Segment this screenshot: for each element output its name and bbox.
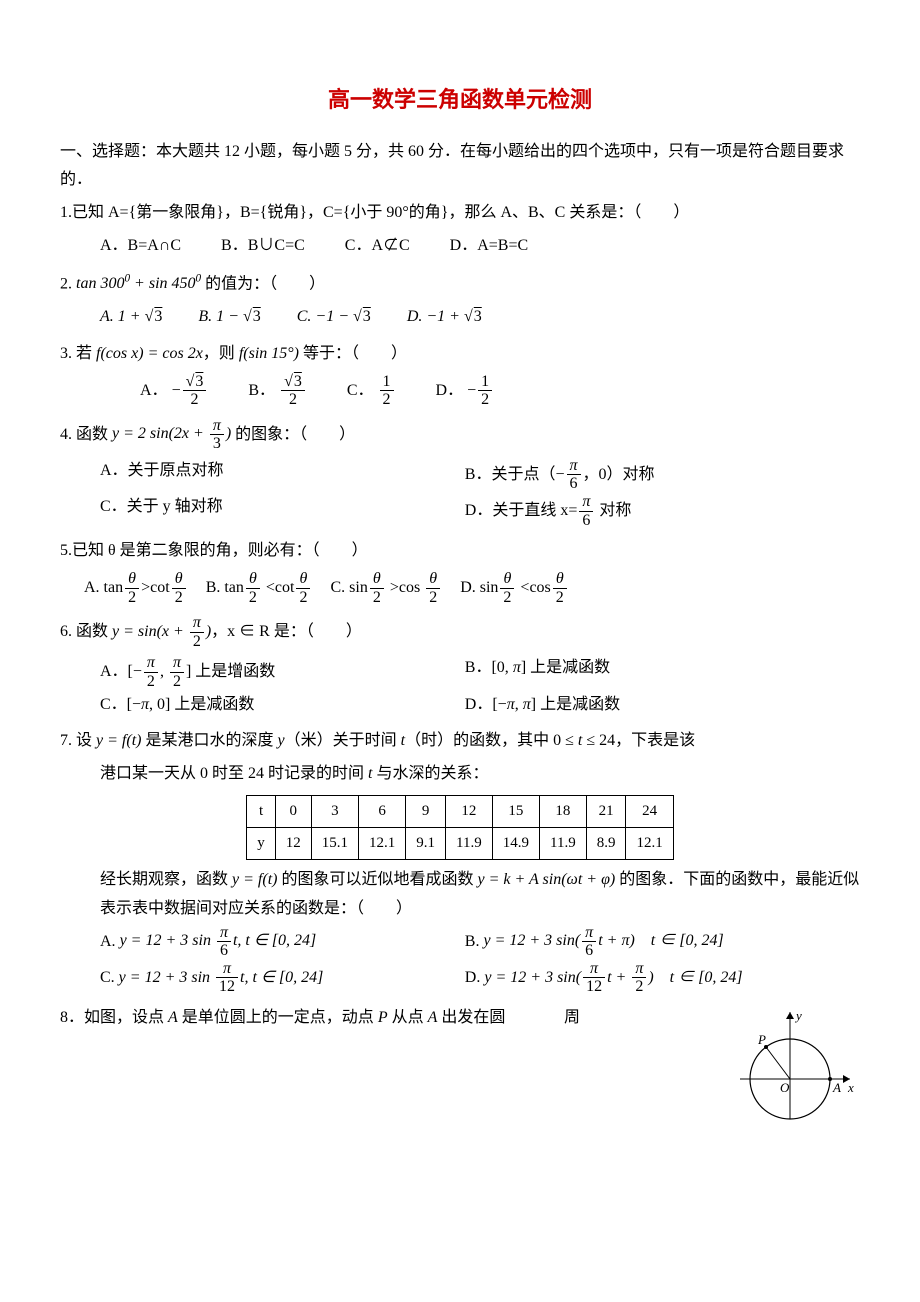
q4-stem: 4. 函数 y = 2 sin(2x + π3) 的图象：（ ） <box>60 417 860 453</box>
q5-optD: D. sinθ2 <cosθ2 <box>460 570 569 606</box>
q7-optB: B. y = 12 + 3 sin(π6t + π) t ∈ [0, 24] <box>465 924 830 960</box>
q3-optA: A． −√32 <box>140 373 208 409</box>
q2-optB: B. 1 − √3 <box>198 308 260 325</box>
q2-optC: C. −1 − √3 <box>297 308 371 325</box>
question-8: P A O y x 8．如图，设点 A 是单位圆上的一定点，动点 P 从点 A … <box>60 1004 860 1033</box>
q6-pre: 6. 函数 <box>60 623 112 640</box>
q2-math: tan 3000 + sin 4500 <box>76 275 201 292</box>
table-row-header: t 0 3 6 9 12 15 18 21 24 <box>247 796 673 828</box>
q3-math1: f(cos x) = cos 2x <box>96 345 203 362</box>
q2-optA: A. 1 + √3 <box>100 308 162 325</box>
question-6: 6. 函数 y = sin(x + π2)，x ∈ R 是：（ ） A．[−π2… <box>60 614 860 719</box>
svg-text:x: x <box>847 1080 854 1095</box>
q8-right-char: 周 <box>564 1004 580 1033</box>
q7-optC: C. y = 12 + 3 sin π12t, t ∈ [0, 24] <box>100 960 465 996</box>
q3-optB: B． √32 <box>248 373 306 409</box>
question-1: 1.已知 A={第一象限角}，B={锐角}，C={小于 90°的角}，那么 A、… <box>60 199 860 261</box>
q4-optD: D．关于直线 x=π6 对称 <box>465 493 830 529</box>
q1-optC: C．A⊄C <box>345 232 410 261</box>
q2-stem: 2. tan 3000 + sin 4500 的值为：（ ） <box>60 269 860 299</box>
q3-mid: ，则 <box>203 345 239 362</box>
svg-text:y: y <box>794 1008 802 1023</box>
q7-stem2: 经长期观察，函数 y = f(t) 的图象可以近似地看成函数 y = k + A… <box>100 866 860 924</box>
q4-pre: 4. 函数 <box>60 425 112 442</box>
q3-optD: D． −12 <box>436 373 495 409</box>
q2-optD: D. −1 + √3 <box>407 308 482 325</box>
q1-optA: A．B=A∩C <box>100 232 181 261</box>
question-5: 5.已知 θ 是第二象限的角，则必有：（ ） A. tanθ2>cotθ2 B.… <box>60 537 860 606</box>
question-2: 2. tan 3000 + sin 4500 的值为：（ ） A. 1 + √3… <box>60 269 860 332</box>
q3-pre: 3. 若 <box>60 345 96 362</box>
q1-optB: B．B∪C=C <box>221 232 305 261</box>
q7-optD: D. y = 12 + 3 sin(π12t + π2) t ∈ [0, 24] <box>465 960 830 996</box>
q7-optA: A. y = 12 + 3 sin π6t, t ∈ [0, 24] <box>100 924 465 960</box>
q7-stem1b: 港口某一天从 0 时至 24 时记录的时间 t 与水深的关系： <box>100 760 860 789</box>
q5-optB: B. tanθ2 <cotθ2 <box>206 570 313 606</box>
q5-stem: 5.已知 θ 是第二象限的角，则必有：（ ） <box>60 537 860 566</box>
q3-optC: C． 12 <box>347 373 396 409</box>
q4-optA: A．关于原点对称 <box>100 457 465 493</box>
q7-stem1: 7. 设 y = f(t) 是某港口水的深度 y（米）关于时间 t（时）的函数，… <box>60 727 860 756</box>
q5-optC: C. sinθ2 >cos θ2 <box>330 570 442 606</box>
q5-optA: A. tanθ2>cotθ2 <box>84 570 188 606</box>
th-y: y <box>247 828 276 860</box>
q2-post: 的值为：（ ） <box>201 275 325 292</box>
q6-stem: 6. 函数 y = sin(x + π2)，x ∈ R 是：（ ） <box>60 614 860 650</box>
q3-post: 等于：（ ） <box>299 345 407 362</box>
q4-optB: B．关于点（−π6，0）对称 <box>465 457 830 493</box>
q4-math: y = 2 sin(2x + π3) <box>112 425 231 442</box>
th-t: t <box>247 796 276 828</box>
unit-circle-diagram: P A O y x <box>730 1004 860 1124</box>
q1-optD: D．A=B=C <box>450 232 529 261</box>
q6-optB: B．[0, π] 上是减函数 <box>465 654 830 690</box>
q6-math: y = sin(x + π2) <box>112 623 211 640</box>
q2-pre: 2. <box>60 275 76 292</box>
svg-text:O: O <box>780 1080 790 1095</box>
question-4: 4. 函数 y = 2 sin(2x + π3) 的图象：（ ） A．关于原点对… <box>60 417 860 530</box>
q6-optA: A．[−π2, π2] 上是增函数 <box>100 654 465 690</box>
q8-figure: P A O y x <box>730 1004 860 1135</box>
q4-post: 的图象：（ ） <box>231 425 355 442</box>
q1-stem: 1.已知 A={第一象限角}，B={锐角}，C={小于 90°的角}，那么 A、… <box>60 199 860 228</box>
q4-optC: C．关于 y 轴对称 <box>100 493 465 529</box>
q3-math2: f(sin 15°) <box>239 345 299 362</box>
table-row-data: y 12 15.1 12.1 9.1 11.9 14.9 11.9 8.9 12… <box>247 828 673 860</box>
q6-optC: C．[−π, 0] 上是减函数 <box>100 691 465 720</box>
q7-table: t 0 3 6 9 12 15 18 21 24 y 12 15.1 12.1 … <box>246 795 673 860</box>
question-7: 7. 设 y = f(t) 是某港口水的深度 y（米）关于时间 t（时）的函数，… <box>60 727 860 996</box>
section-intro: 一、选择题：本大题共 12 小题，每小题 5 分，共 60 分．在每小题给出的四… <box>60 138 860 196</box>
q6-post: ，x ∈ R 是：（ ） <box>211 623 362 640</box>
question-3: 3. 若 f(cos x) = cos 2x，则 f(sin 15°) 等于：（… <box>60 340 860 409</box>
page-title: 高一数学三角函数单元检测 <box>60 80 860 120</box>
q6-optD: D．[−π, π] 上是减函数 <box>465 691 830 720</box>
svg-text:P: P <box>757 1032 766 1047</box>
svg-text:A: A <box>832 1080 841 1095</box>
q3-stem: 3. 若 f(cos x) = cos 2x，则 f(sin 15°) 等于：（… <box>60 340 860 369</box>
